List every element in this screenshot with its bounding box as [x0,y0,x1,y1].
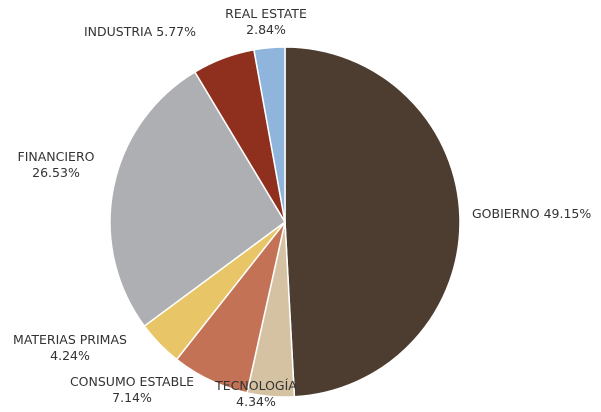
value-label: 26.53% [32,165,80,180]
category-label: GOBIERNO [472,206,540,221]
value-label: 7.14% [112,390,152,405]
slice-label: FINANCIERO 26.53% [18,149,95,180]
pie-slice [284,46,461,398]
slice-label: GOBIERNO 49.15% [472,206,591,221]
category-label: CONSUMO ESTABLE [70,374,194,389]
category-label: REAL ESTATE [225,6,307,21]
category-label: INDUSTRIA [84,24,153,39]
slice-label: INDUSTRIA 5.77% [84,24,196,39]
pie-slice [109,70,286,328]
value-label: 49.15% [544,206,592,221]
value-label: 4.24% [50,348,90,363]
pie-slice [253,46,286,223]
value-label: 2.84% [246,22,286,37]
category-label: FINANCIERO [18,149,95,164]
category-label: MATERIAS PRIMAS [13,332,127,347]
value-label: 5.77% [156,24,196,39]
slice-label: MATERIAS PRIMAS 4.24% [13,332,127,363]
value-label: 4.34% [236,394,276,409]
slice-label: TECNOLOGÍA 4.34% [214,378,297,409]
slice-label: CONSUMO ESTABLE 7.14% [70,374,194,405]
slice-label: REAL ESTATE 2.84% [225,6,307,37]
category-label: TECNOLOGÍA [214,378,297,393]
